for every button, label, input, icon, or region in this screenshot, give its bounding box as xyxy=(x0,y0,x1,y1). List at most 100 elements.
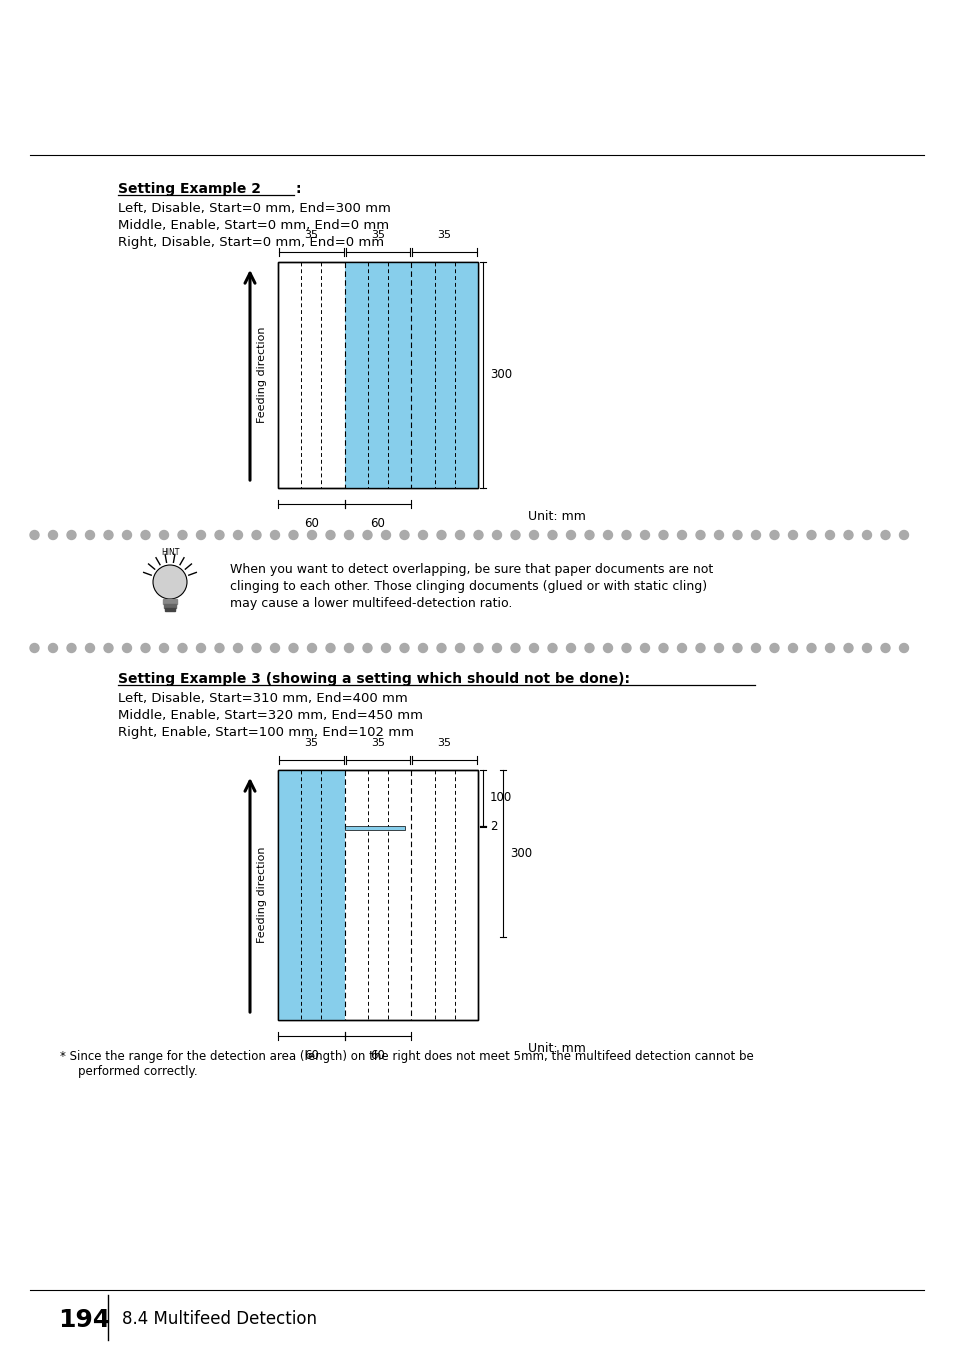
Text: Middle, Enable, Start=0 mm, End=0 mm: Middle, Enable, Start=0 mm, End=0 mm xyxy=(118,219,389,232)
Circle shape xyxy=(511,531,519,540)
Text: Left, Disable, Start=310 mm, End=400 mm: Left, Disable, Start=310 mm, End=400 mm xyxy=(118,693,407,705)
Circle shape xyxy=(788,531,797,540)
Circle shape xyxy=(214,644,224,652)
Text: Right, Enable, Start=100 mm, End=102 mm: Right, Enable, Start=100 mm, End=102 mm xyxy=(118,726,414,738)
Circle shape xyxy=(30,531,39,540)
Circle shape xyxy=(252,531,261,540)
Text: HINT: HINT xyxy=(161,548,179,558)
Circle shape xyxy=(436,531,446,540)
Circle shape xyxy=(363,531,372,540)
Bar xyxy=(277,262,477,487)
Circle shape xyxy=(492,644,501,652)
Text: Unit: mm: Unit: mm xyxy=(527,1042,585,1054)
Circle shape xyxy=(843,531,852,540)
Circle shape xyxy=(696,644,704,652)
Text: 35: 35 xyxy=(304,738,318,748)
Circle shape xyxy=(104,644,112,652)
Circle shape xyxy=(214,531,224,540)
Circle shape xyxy=(399,644,409,652)
Bar xyxy=(344,826,404,829)
Circle shape xyxy=(271,644,279,652)
Circle shape xyxy=(289,644,297,652)
Circle shape xyxy=(603,531,612,540)
Circle shape xyxy=(751,531,760,540)
Circle shape xyxy=(49,644,57,652)
Text: clinging to each other. Those clinging documents (glued or with static cling): clinging to each other. Those clinging d… xyxy=(230,580,706,593)
Circle shape xyxy=(307,644,316,652)
Circle shape xyxy=(511,644,519,652)
Circle shape xyxy=(196,531,205,540)
Circle shape xyxy=(381,531,390,540)
Circle shape xyxy=(326,644,335,652)
Circle shape xyxy=(363,644,372,652)
Circle shape xyxy=(104,531,112,540)
Circle shape xyxy=(86,644,94,652)
Circle shape xyxy=(141,644,150,652)
Circle shape xyxy=(529,644,537,652)
Circle shape xyxy=(880,644,889,652)
Bar xyxy=(164,603,175,608)
Text: 2: 2 xyxy=(490,819,497,833)
Circle shape xyxy=(289,531,297,540)
Bar xyxy=(277,262,477,487)
Circle shape xyxy=(474,531,482,540)
Bar xyxy=(277,769,477,1021)
Circle shape xyxy=(899,531,907,540)
Text: Setting Example 2: Setting Example 2 xyxy=(118,182,261,196)
Circle shape xyxy=(67,531,76,540)
Circle shape xyxy=(344,531,354,540)
Circle shape xyxy=(141,531,150,540)
Text: 35: 35 xyxy=(437,738,451,748)
Text: 35: 35 xyxy=(371,230,385,240)
Text: 60: 60 xyxy=(304,1049,318,1062)
Circle shape xyxy=(659,644,667,652)
Circle shape xyxy=(159,531,169,540)
Circle shape xyxy=(714,644,722,652)
Circle shape xyxy=(326,531,335,540)
Text: 300: 300 xyxy=(510,846,532,860)
Circle shape xyxy=(584,644,594,652)
Circle shape xyxy=(732,531,741,540)
Circle shape xyxy=(159,644,169,652)
Circle shape xyxy=(806,644,815,652)
Circle shape xyxy=(639,644,649,652)
Circle shape xyxy=(455,531,464,540)
Bar xyxy=(163,599,177,603)
Text: :: : xyxy=(295,182,301,196)
Text: 60: 60 xyxy=(370,1049,385,1062)
Circle shape xyxy=(566,531,575,540)
Circle shape xyxy=(49,531,57,540)
Text: 35: 35 xyxy=(371,738,385,748)
Circle shape xyxy=(621,531,630,540)
Circle shape xyxy=(732,644,741,652)
Circle shape xyxy=(233,531,242,540)
Circle shape xyxy=(659,531,667,540)
Circle shape xyxy=(86,531,94,540)
Circle shape xyxy=(547,644,557,652)
Circle shape xyxy=(769,644,779,652)
Circle shape xyxy=(584,531,594,540)
Bar xyxy=(411,262,477,487)
Circle shape xyxy=(880,531,889,540)
Circle shape xyxy=(566,644,575,652)
Circle shape xyxy=(474,644,482,652)
Circle shape xyxy=(418,644,427,652)
Circle shape xyxy=(899,644,907,652)
Circle shape xyxy=(381,644,390,652)
Text: Right, Disable, Start=0 mm, End=0 mm: Right, Disable, Start=0 mm, End=0 mm xyxy=(118,236,384,248)
Circle shape xyxy=(30,644,39,652)
Bar xyxy=(165,608,174,612)
Bar xyxy=(277,769,344,1021)
Text: When you want to detect overlapping, be sure that paper documents are not: When you want to detect overlapping, be … xyxy=(230,563,713,576)
Text: Setting Example 3 (showing a setting which should not be done):: Setting Example 3 (showing a setting whi… xyxy=(118,672,629,686)
Circle shape xyxy=(122,644,132,652)
Text: * Since the range for the detection area (length) on the right does not meet 5mm: * Since the range for the detection area… xyxy=(60,1050,753,1062)
Circle shape xyxy=(399,531,409,540)
Text: Middle, Enable, Start=320 mm, End=450 mm: Middle, Enable, Start=320 mm, End=450 mm xyxy=(118,709,422,722)
Circle shape xyxy=(862,644,871,652)
Circle shape xyxy=(677,531,686,540)
Text: 35: 35 xyxy=(304,230,318,240)
Circle shape xyxy=(252,644,261,652)
Circle shape xyxy=(233,644,242,652)
Circle shape xyxy=(418,531,427,540)
